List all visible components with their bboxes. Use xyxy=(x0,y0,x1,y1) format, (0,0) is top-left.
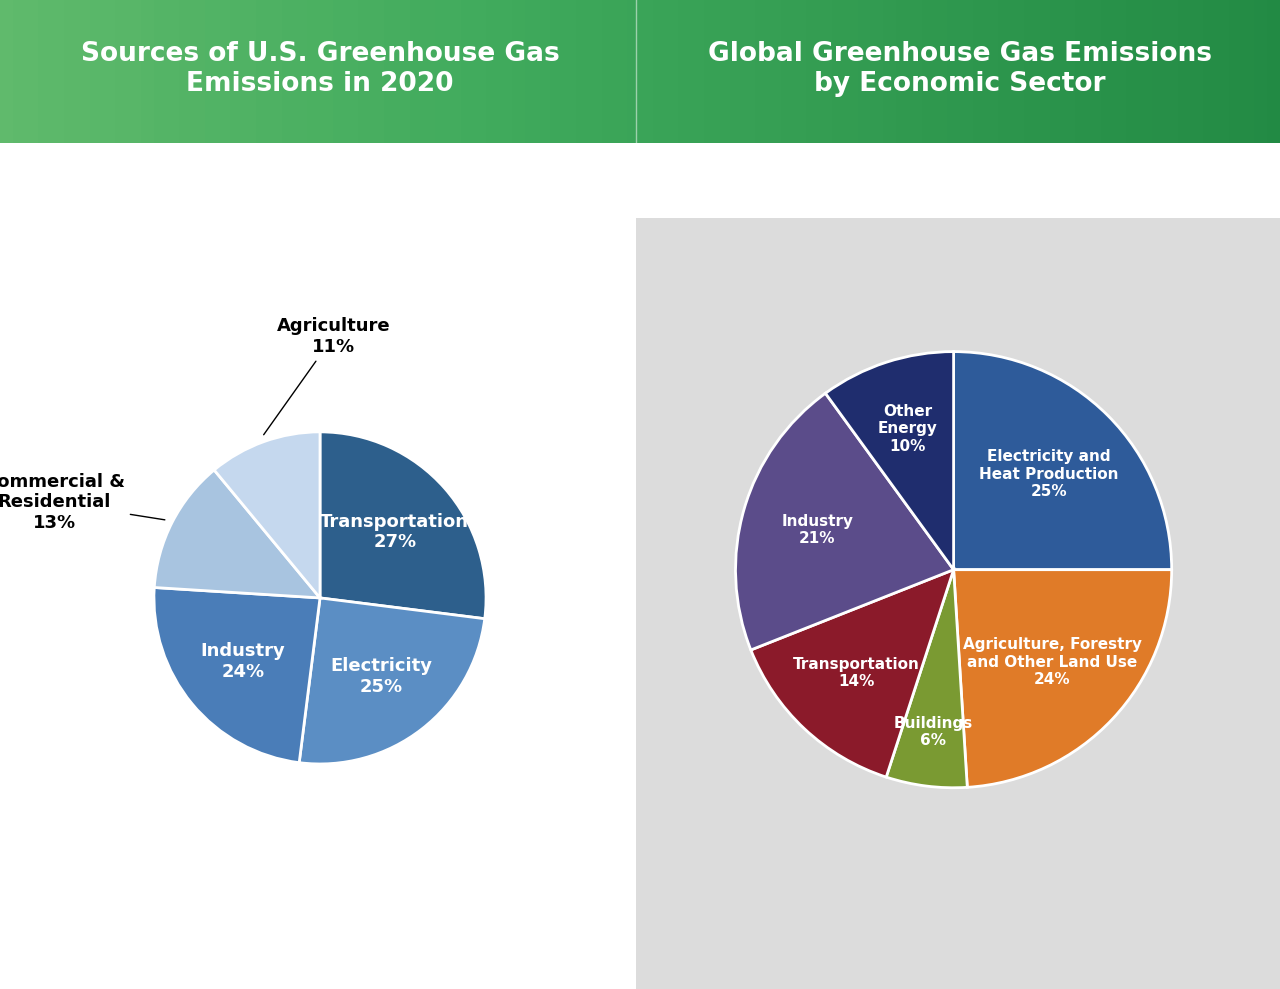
Text: Sources of U.S. Greenhouse Gas
Emissions in 2020: Sources of U.S. Greenhouse Gas Emissions… xyxy=(81,41,559,97)
Text: Industry
21%: Industry 21% xyxy=(782,514,854,546)
Wedge shape xyxy=(155,470,320,598)
Text: Other
Energy
10%: Other Energy 10% xyxy=(878,404,938,454)
Text: Electricity and
Heat Production
25%: Electricity and Heat Production 25% xyxy=(979,449,1119,499)
Text: Industry
24%: Industry 24% xyxy=(201,642,285,680)
Wedge shape xyxy=(886,570,968,788)
Wedge shape xyxy=(954,570,1171,787)
Wedge shape xyxy=(300,598,485,764)
Wedge shape xyxy=(214,432,320,598)
Text: Agriculture
11%: Agriculture 11% xyxy=(264,317,390,435)
Text: Buildings
6%: Buildings 6% xyxy=(893,716,973,748)
Wedge shape xyxy=(826,352,954,570)
Wedge shape xyxy=(320,432,486,619)
Text: Transportation
14%: Transportation 14% xyxy=(794,657,920,689)
Wedge shape xyxy=(954,352,1171,570)
Text: Electricity
25%: Electricity 25% xyxy=(330,658,433,696)
Wedge shape xyxy=(751,570,954,777)
Wedge shape xyxy=(736,394,954,650)
Text: Transportation
27%: Transportation 27% xyxy=(320,512,470,552)
Text: Global Greenhouse Gas Emissions
by Economic Sector: Global Greenhouse Gas Emissions by Econo… xyxy=(708,41,1212,97)
Text: Agriculture, Forestry
and Other Land Use
24%: Agriculture, Forestry and Other Land Use… xyxy=(963,637,1142,687)
Text: Commercial &
Residential
13%: Commercial & Residential 13% xyxy=(0,473,165,532)
Wedge shape xyxy=(154,587,320,763)
